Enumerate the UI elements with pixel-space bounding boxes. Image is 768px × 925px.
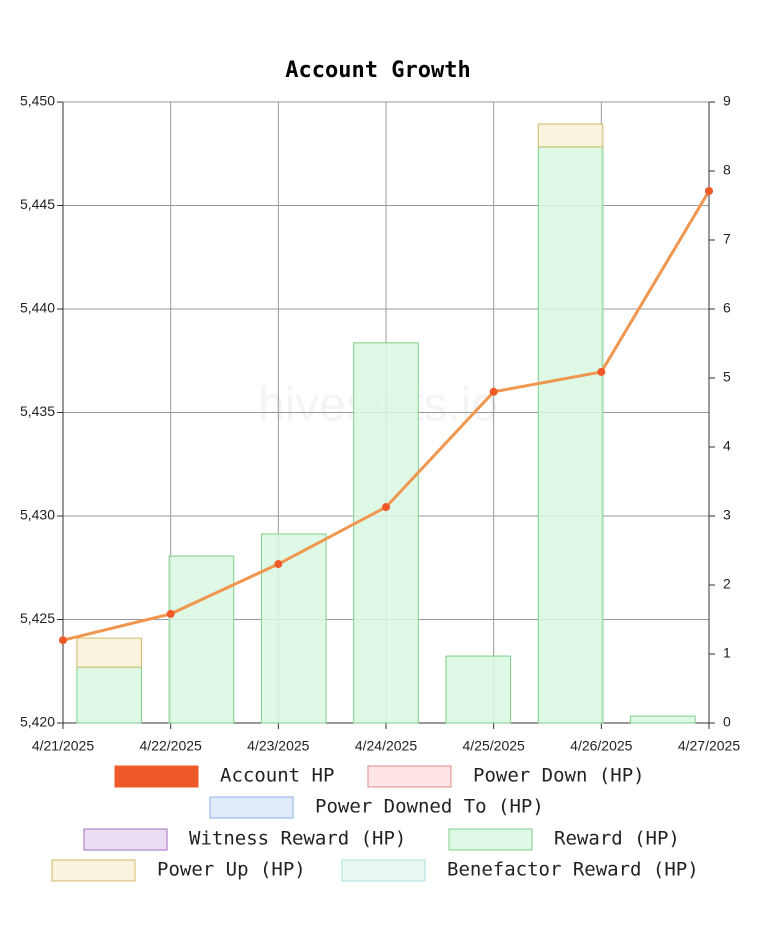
bar bbox=[445, 655, 512, 724]
legend-label: Power Down (HP) bbox=[473, 765, 645, 787]
legend-label: Benefactor Reward (HP) bbox=[447, 859, 699, 881]
bar bbox=[76, 637, 142, 668]
y2-tick-label: 1 bbox=[723, 645, 731, 661]
y-tick-label: 5,450 bbox=[20, 93, 55, 109]
legend-label: Power Downed To (HP) bbox=[315, 796, 544, 818]
y2-tick-label: 9 bbox=[723, 93, 731, 109]
bar bbox=[168, 555, 235, 724]
point bbox=[59, 636, 67, 645]
x-tick-label: 4/21/2025 bbox=[32, 738, 94, 754]
x-tick-label: 4/27/2025 bbox=[678, 738, 740, 754]
legend-swatch bbox=[51, 859, 136, 882]
legend-swatch bbox=[367, 765, 452, 788]
y2-tick-label: 3 bbox=[723, 507, 731, 523]
y-tick-label: 5,445 bbox=[20, 196, 55, 212]
bar bbox=[537, 146, 604, 724]
legend-swatch bbox=[114, 765, 199, 788]
legend-label: Witness Reward (HP) bbox=[189, 828, 406, 850]
chart-title: Account Growth bbox=[285, 58, 470, 83]
point bbox=[489, 387, 498, 396]
y-tick-label: 5,425 bbox=[20, 610, 55, 626]
y2-tick-label: 8 bbox=[723, 162, 731, 178]
y2-tick-label: 2 bbox=[723, 576, 731, 592]
y2-tick-label: 7 bbox=[723, 231, 731, 247]
bar bbox=[537, 123, 604, 148]
x-tick-label: 4/22/2025 bbox=[140, 738, 202, 754]
y2-tick-label: 6 bbox=[723, 300, 731, 316]
legend-swatch bbox=[448, 828, 533, 851]
legend-label: Reward (HP) bbox=[554, 828, 680, 850]
bar bbox=[630, 715, 696, 724]
legend-label: Power Up (HP) bbox=[157, 859, 306, 881]
y-tick-label: 5,430 bbox=[20, 507, 55, 523]
point bbox=[597, 367, 606, 376]
point bbox=[166, 609, 175, 618]
y-tick-label: 5,440 bbox=[20, 300, 55, 316]
legend-swatch bbox=[209, 796, 294, 819]
y2-tick-label: 4 bbox=[723, 438, 731, 454]
point bbox=[274, 560, 283, 569]
y2-tick-label: 5 bbox=[723, 369, 731, 385]
y-tick-label: 5,420 bbox=[20, 714, 55, 730]
y-tick-label: 5,435 bbox=[20, 403, 55, 419]
bar bbox=[353, 342, 419, 724]
legend-label: Account HP bbox=[220, 765, 334, 787]
bar bbox=[76, 666, 142, 724]
y2-tick-label: 0 bbox=[723, 714, 731, 730]
x-tick-label: 4/26/2025 bbox=[570, 738, 632, 754]
bar bbox=[260, 533, 327, 724]
point bbox=[705, 187, 713, 196]
legend-swatch bbox=[341, 859, 426, 882]
legend-swatch bbox=[83, 828, 168, 851]
point bbox=[382, 503, 390, 512]
x-tick-label: 4/23/2025 bbox=[247, 738, 309, 754]
x-tick-label: 4/25/2025 bbox=[463, 738, 525, 754]
x-tick-label: 4/24/2025 bbox=[355, 738, 417, 754]
